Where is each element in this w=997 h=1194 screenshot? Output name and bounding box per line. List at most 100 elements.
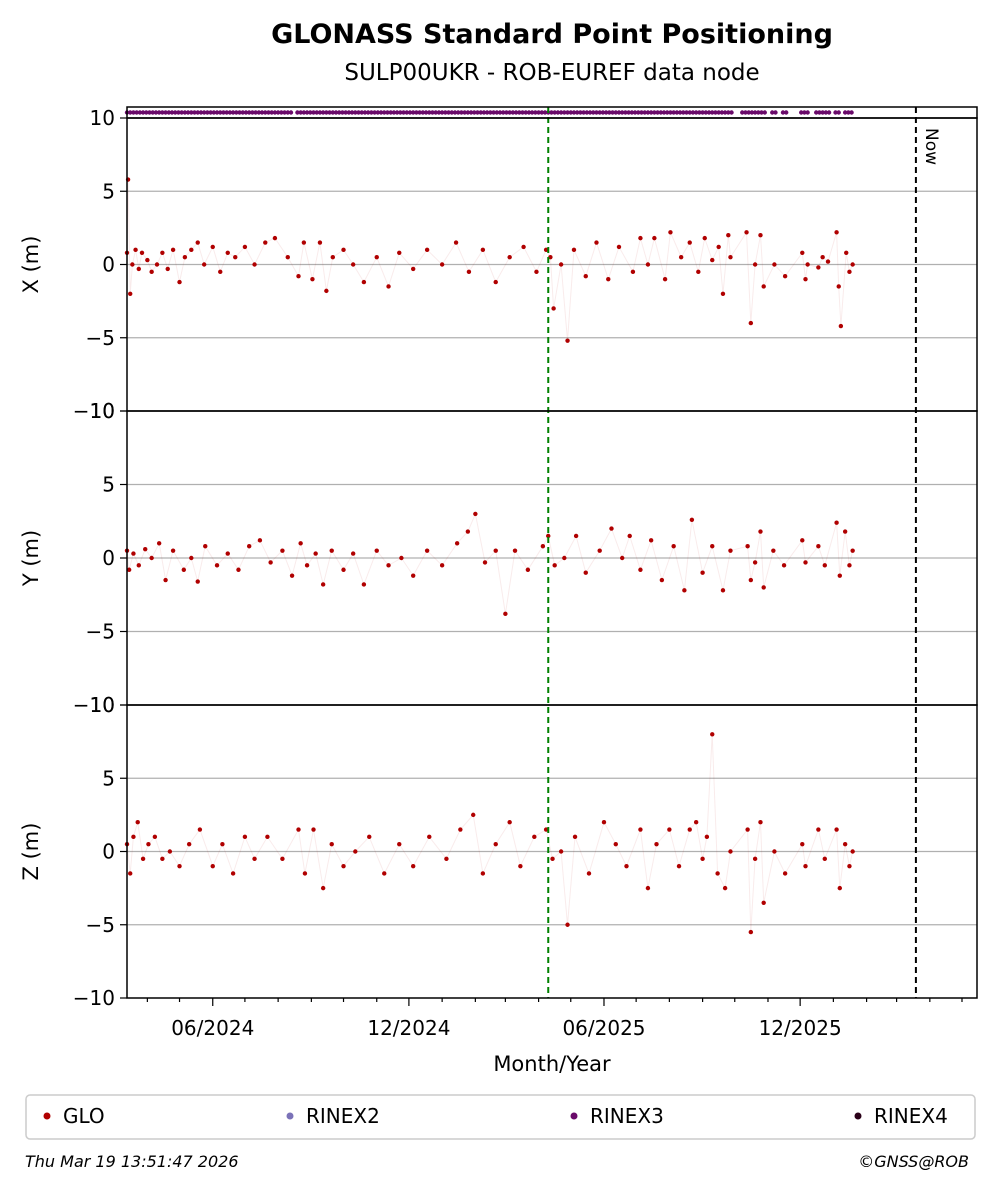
rinex3-point: [317, 110, 323, 115]
rinex3-point: [629, 110, 635, 115]
rinex3-point: [581, 110, 586, 115]
rinex3-point: [773, 110, 778, 115]
x-axis-label: Month/Year: [493, 1052, 611, 1076]
rinex3-point: [163, 110, 168, 115]
data-point: [822, 563, 827, 568]
rinex3-point: [607, 110, 612, 115]
rinex3-point: [491, 110, 496, 115]
rinex3-point: [253, 110, 258, 115]
data-point: [285, 254, 290, 260]
data-point: [225, 551, 230, 556]
data-point: [458, 827, 463, 832]
rinex3-point: [320, 110, 326, 115]
rinex3-point: [690, 110, 696, 115]
rinex3-point: [565, 110, 570, 115]
rinex3-point: [584, 110, 590, 115]
data-point: [700, 570, 705, 575]
data-point: [382, 871, 387, 876]
data-point: [386, 284, 391, 289]
footer-timestamp: Thu Mar 19 13:51:47 2026: [25, 1152, 239, 1171]
data-point: [668, 230, 673, 235]
data-point: [313, 551, 318, 556]
data-point: [758, 529, 763, 534]
data-point: [225, 250, 230, 255]
data-point: [803, 863, 808, 869]
rinex3-point: [166, 110, 172, 115]
data-point: [424, 247, 430, 253]
data-point: [624, 863, 629, 869]
rinex3-point: [520, 110, 525, 115]
data-point: [816, 827, 821, 832]
data-point: [551, 306, 556, 311]
data-point: [847, 863, 852, 869]
data-point: [678, 254, 684, 260]
y-tick-label: 10: [90, 106, 115, 130]
rinex3-point: [224, 110, 229, 115]
data-point: [280, 856, 285, 862]
data-point: [350, 262, 356, 267]
data-point: [571, 247, 577, 253]
rinex3-point: [507, 110, 512, 115]
data-point: [573, 533, 579, 539]
rinex3-point: [645, 110, 651, 115]
rinex3-point: [703, 110, 709, 115]
rinex3-point: [626, 110, 631, 115]
data-point: [311, 827, 316, 832]
data-point: [214, 563, 220, 568]
data-point: [847, 563, 852, 568]
data-point: [197, 827, 203, 832]
rinex3-point: [256, 110, 262, 115]
data-point: [512, 548, 518, 553]
data-point: [374, 254, 379, 260]
plot-area: −10 −5 0 5 10 X (m) −10 −5 0 5 10 Y (m) −10 −5 0 5 10 Z (…: [19, 106, 978, 1040]
rinex3-point: [388, 110, 393, 115]
footer-copyright: ©GNSS@ROB: [858, 1152, 969, 1171]
rinex3-point: [404, 110, 409, 115]
rinex3-point: [343, 110, 348, 115]
data-point: [453, 240, 459, 245]
data-point: [361, 582, 367, 587]
data-point: [805, 262, 810, 267]
data-point: [772, 849, 777, 854]
data-point: [140, 856, 146, 862]
data-point: [645, 885, 651, 891]
data-point: [329, 841, 334, 847]
rinex3-point: [558, 110, 564, 115]
data-point: [466, 269, 472, 275]
data-point: [410, 266, 416, 272]
rinex3-point: [542, 110, 548, 115]
rinex3-point: [729, 110, 734, 115]
rinex3-point: [740, 110, 745, 115]
data-point: [844, 250, 849, 255]
data-point: [329, 548, 334, 553]
data-point: [758, 820, 763, 825]
panel-frame: [126, 704, 978, 999]
data-point: [693, 820, 699, 825]
data-point: [803, 560, 808, 565]
data-point: [565, 922, 570, 927]
data-point: [728, 548, 733, 553]
data-point: [167, 849, 173, 854]
data-point: [696, 269, 701, 275]
rinex3-point: [214, 110, 220, 115]
legend-item-rinex3: RINEX3: [570, 1104, 664, 1128]
y-tick-label: 5: [102, 473, 115, 497]
rinex3-point: [613, 110, 618, 115]
data-point: [350, 551, 356, 556]
x-tick-label: 06/2024: [171, 1016, 254, 1040]
data-point: [558, 849, 564, 854]
rinex3-point: [301, 110, 307, 115]
rinex3-point: [571, 110, 577, 115]
data-point: [652, 235, 657, 241]
y-tick-label: 5: [102, 179, 115, 203]
rinex3-point: [668, 110, 673, 115]
y-tick-label: 0: [102, 253, 115, 277]
data-point: [558, 262, 564, 267]
rinex3-point: [195, 110, 200, 115]
y-tick-label: −5: [86, 620, 115, 644]
data-point: [424, 548, 430, 553]
data-point: [386, 563, 391, 568]
rinex3-point: [623, 110, 628, 115]
data-point: [816, 544, 821, 549]
rinex3-point: [529, 110, 535, 115]
